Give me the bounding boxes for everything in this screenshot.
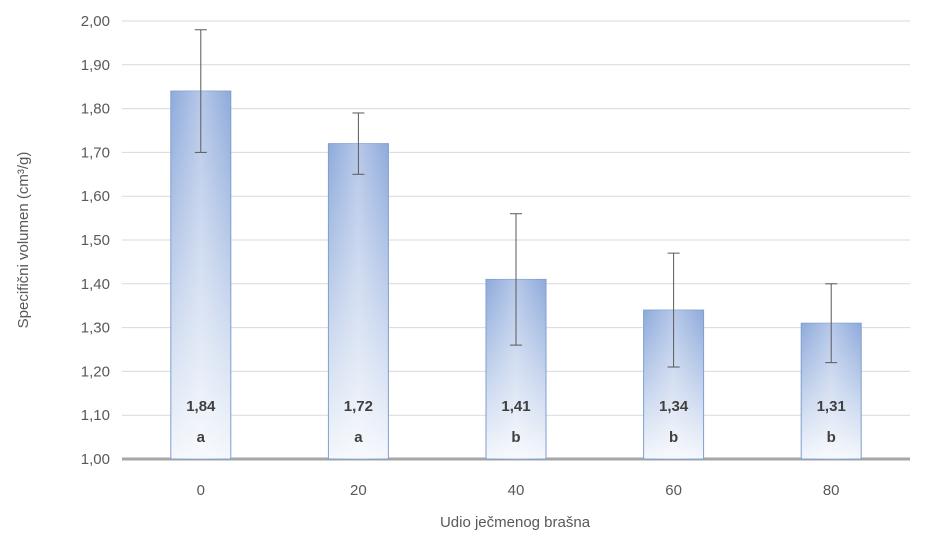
y-tick-label: 2,00 (81, 13, 110, 30)
group-letter-label: b (511, 429, 520, 446)
group-letter-label: a (197, 429, 206, 446)
x-tick-label: 20 (350, 482, 367, 499)
y-tick-label: 1,30 (81, 320, 110, 337)
y-axis-ticks: 1,00 1,10 1,20 1,30 1,40 1,50 1,60 1,70 1,80 1,90… (81, 13, 110, 468)
bars (170, 90, 862, 460)
group-letter-label: b (669, 429, 678, 446)
value-label: 1,72 (344, 398, 373, 415)
y-tick-label: 1,90 (81, 57, 110, 74)
value-label: 1,31 (817, 398, 846, 415)
x-axis-title: Udio ječmenog brašna (440, 514, 591, 531)
x-tick-label: 0 (197, 482, 205, 499)
value-label: 1,41 (501, 398, 530, 415)
y-tick-label: 1,80 (81, 101, 110, 118)
y-tick-label: 1,00 (81, 451, 110, 468)
y-tick-label: 1,60 (81, 188, 110, 205)
y-tick-label: 1,10 (81, 407, 110, 424)
x-tick-label: 60 (665, 482, 682, 499)
bar-highlight (328, 143, 389, 459)
group-letter-label: b (827, 429, 836, 446)
error-bars (194, 29, 838, 368)
y-tick-label: 1,40 (81, 276, 110, 293)
y-tick-label: 1,70 (81, 144, 110, 161)
data-labels: 1,84 a 1,72 a 1,41 b 1,34 b 1,31 b (186, 398, 846, 446)
x-axis-ticks: 0 20 40 60 80 (197, 482, 840, 499)
group-letter-label: a (354, 429, 363, 446)
x-tick-label: 40 (508, 482, 525, 499)
y-tick-label: 1,50 (81, 232, 110, 249)
value-label: 1,84 (186, 398, 216, 415)
y-tick-label: 1,20 (81, 363, 110, 380)
y-axis-title: Specifični volumen (cm³/g) (15, 152, 32, 329)
x-tick-label: 80 (823, 482, 840, 499)
value-label: 1,34 (659, 398, 689, 415)
